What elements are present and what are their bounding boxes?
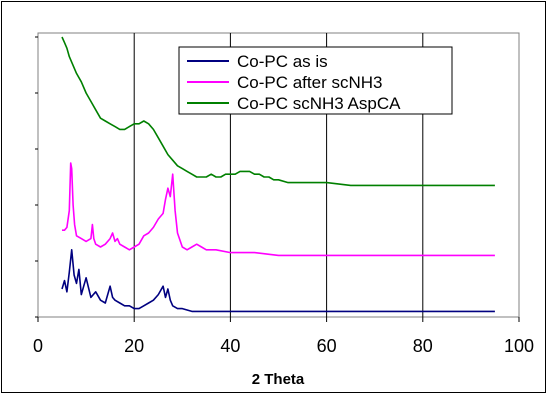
- x-tick-label: 60: [317, 336, 337, 356]
- x-axis-label: 2 Theta: [252, 371, 305, 388]
- x-tick-label: 40: [220, 336, 240, 356]
- x-tick-label: 100: [504, 336, 534, 356]
- series-line-3: [61, 36, 495, 187]
- legend-label: Co-PC after scNH3: [237, 73, 382, 92]
- axis-layer: 0 20 40 60 80 100: [33, 36, 534, 356]
- series-layer: [61, 36, 495, 313]
- x-tick-label: 0: [33, 336, 43, 356]
- legend-label: Co-PC scNH3 AspCA: [237, 94, 401, 113]
- legend-label: Co-PC as is: [237, 52, 328, 71]
- series-line-2: [62, 162, 495, 257]
- legend: Co-PC as is Co-PC after scNH3 Co-PC scNH3 …: [178, 46, 453, 115]
- series-line-1: [61, 249, 495, 313]
- x-tick-label: 20: [124, 336, 144, 356]
- x-tick-label: 80: [413, 336, 433, 356]
